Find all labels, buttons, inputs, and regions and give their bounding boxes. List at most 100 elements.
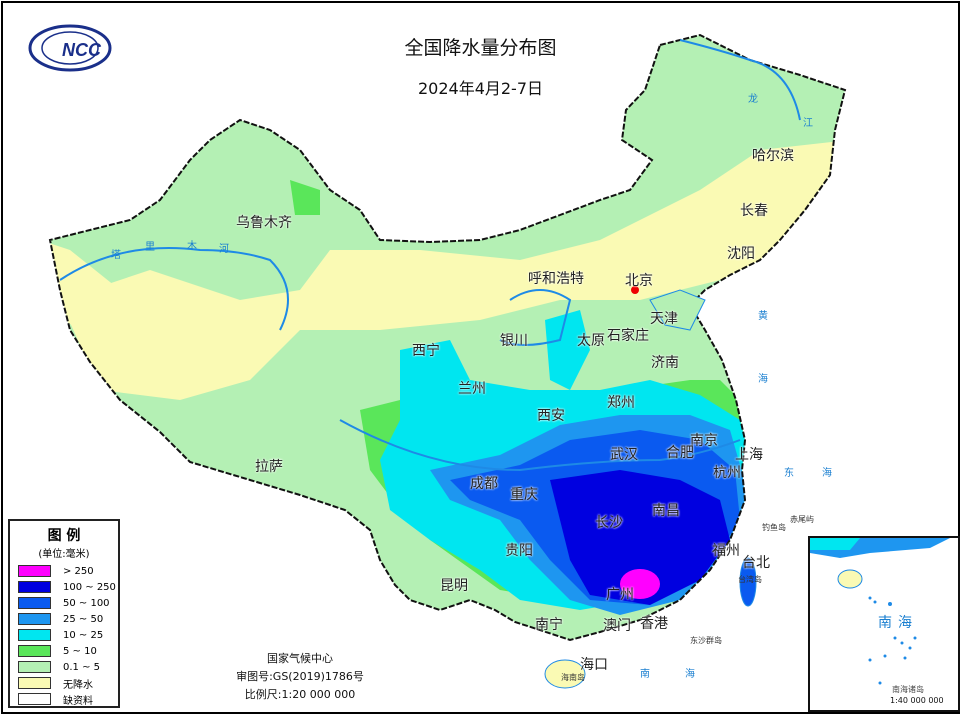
shandong-peninsula: [649, 289, 706, 331]
precip-over-250: [620, 569, 660, 599]
city-label: 贵阳: [505, 543, 533, 559]
river-label: 木: [187, 241, 197, 252]
map-date: 2024年4月2-7日: [417, 79, 544, 98]
island-label: 钓鱼岛: [762, 523, 786, 532]
river-label: 河: [219, 244, 229, 255]
sea-label: 海: [758, 374, 768, 385]
sea-label: 南: [640, 669, 650, 680]
legend-swatch: [18, 613, 51, 625]
legend-item: 50 ~ 100: [10, 595, 118, 611]
map-title: 全国降水量分布图: [404, 37, 557, 59]
city-label: 天津: [650, 311, 678, 327]
river-label: 里: [145, 242, 155, 253]
legend-unit: (单位:毫米): [38, 549, 90, 560]
island-label: 台湾岛: [738, 575, 762, 584]
legend-item: > 250: [10, 563, 118, 579]
hainan-island: [544, 659, 586, 689]
city-label: 海口: [580, 657, 608, 673]
city-label: 南宁: [535, 617, 563, 633]
city-label: 沈阳: [727, 246, 755, 262]
tarim-river: [59, 247, 289, 331]
credits: 国家气候中心 审图号:GS(2019)1786号 比例尺:1:20 000 00…: [200, 650, 400, 704]
south-china-sea-inset: 南海 南海诸岛 1:40 000 000: [808, 536, 960, 712]
city-label: 福州: [712, 543, 740, 559]
legend-label: 100 ~ 250: [63, 581, 116, 593]
legend-swatch: [18, 661, 51, 673]
city-label: 哈尔滨: [752, 148, 794, 164]
legend-label: 无降水: [63, 679, 93, 691]
sea-label: 海: [685, 669, 695, 680]
river-label: 龙: [748, 94, 758, 105]
taiwan-island: [739, 557, 757, 607]
legend-label: > 250: [63, 565, 94, 577]
island-label: 海南岛: [561, 673, 585, 682]
svg-text:NCC: NCC: [62, 40, 102, 60]
inset-sea-label: 南海: [878, 615, 918, 631]
city-label: 香港: [640, 616, 668, 632]
island-label: 东沙群岛: [690, 636, 722, 645]
no-precip-north: [60, 140, 845, 400]
sea-label: 东: [784, 468, 794, 479]
legend-item: 5 ~ 10: [10, 643, 118, 659]
river-label: 江: [803, 118, 813, 129]
city-label: 石家庄: [607, 328, 649, 344]
city-label: 兰州: [458, 381, 486, 397]
legend-swatch: [18, 645, 51, 657]
city-label: 郑州: [607, 395, 635, 411]
city-label: 拉萨: [255, 459, 283, 475]
city-label: 长春: [740, 203, 768, 219]
legend-item: 无降水: [10, 675, 118, 691]
city-label: 广州: [606, 587, 634, 603]
precip-5-10-xinjiang: [290, 180, 320, 215]
legend-item: 100 ~ 250: [10, 579, 118, 595]
city-label: 上海: [735, 447, 763, 463]
city-label: 南昌: [652, 503, 680, 519]
city-label: 台北: [742, 555, 770, 571]
inset-islands-label: 南海诸岛: [892, 685, 924, 694]
city-label: 合肥: [666, 445, 694, 461]
legend-swatch: [18, 565, 51, 577]
city-label: 西安: [537, 408, 565, 424]
legend-swatch: [18, 693, 51, 705]
no-precip-west: [50, 240, 160, 340]
river-label: 塔: [111, 250, 121, 261]
legend-item: 25 ~ 50: [10, 611, 118, 627]
inset-scale: 1:40 000 000: [890, 696, 944, 705]
city-label: 银川: [500, 333, 528, 349]
legend-label: 10 ~ 25: [63, 629, 104, 641]
sea-label: 黄: [758, 311, 768, 322]
legend-label: 0.1 ~ 5: [63, 661, 101, 673]
city-label: 重庆: [510, 487, 538, 503]
legend-label: 缺资料: [63, 695, 93, 707]
legend-item: 缺资料: [10, 691, 118, 707]
agency: 国家气候中心: [267, 652, 333, 665]
city-label: 呼和浩特: [528, 271, 584, 287]
legend-item: 10 ~ 25: [10, 627, 118, 643]
approval-number: 审图号:GS(2019)1786号: [236, 670, 364, 683]
city-label: 澳门: [603, 618, 631, 634]
legend-label: 50 ~ 100: [63, 597, 110, 609]
beijing-star-icon: [631, 286, 639, 294]
city-label: 西宁: [412, 343, 440, 359]
city-label: 济南: [651, 355, 679, 371]
city-label: 北京: [625, 273, 653, 289]
city-label: 太原: [577, 333, 605, 349]
precip-100-250: [550, 470, 730, 605]
city-label: 乌鲁木齐: [236, 215, 292, 231]
ncc-logo: NCC: [28, 24, 112, 72]
island-label: 赤尾屿: [790, 515, 814, 524]
heilong-river: [679, 39, 801, 121]
yangtze-river: [339, 419, 741, 472]
city-label: 昆明: [440, 578, 468, 594]
city-label: 长沙: [595, 515, 623, 531]
sea-label: 海: [822, 468, 832, 479]
legend-title: 图 例: [47, 528, 81, 544]
city-label: 南京: [690, 433, 718, 449]
legend-swatch: [18, 629, 51, 641]
legend: 图 例 (单位:毫米) > 250 100 ~ 250 50 ~ 100 25 ~ 5…: [8, 519, 120, 708]
legend-label: 5 ~ 10: [63, 645, 97, 657]
legend-label: 25 ~ 50: [63, 613, 104, 625]
legend-swatch: [18, 597, 51, 609]
city-label: 杭州: [713, 465, 741, 481]
